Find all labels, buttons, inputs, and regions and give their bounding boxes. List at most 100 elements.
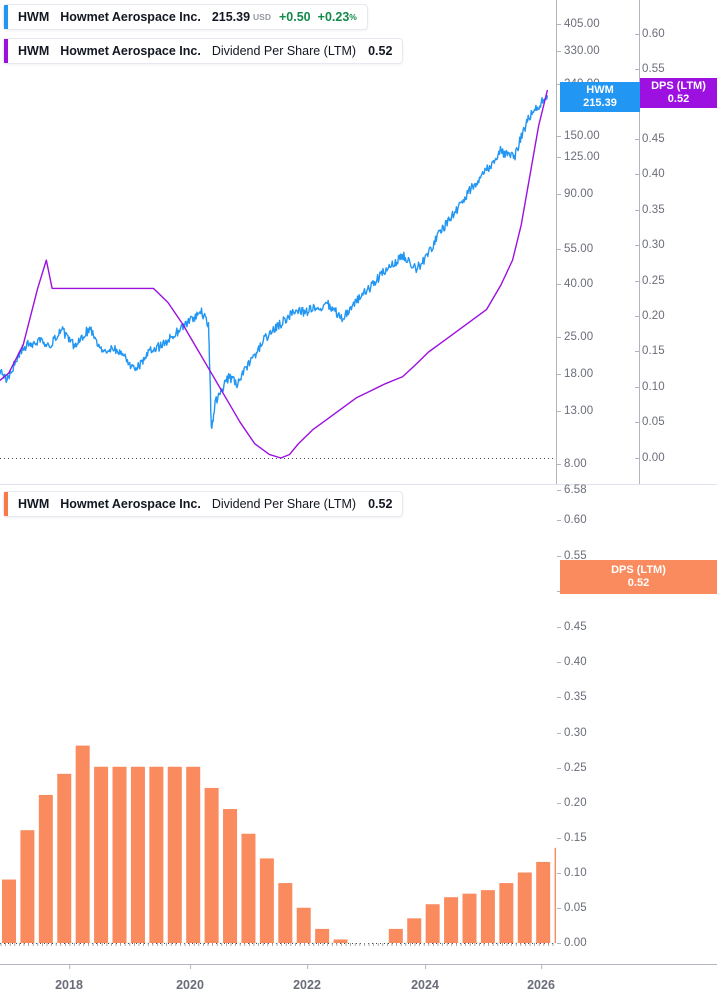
dps-upper-axis-tick: 0.20	[635, 310, 665, 322]
price-axis-tick: 13.00	[556, 405, 594, 417]
dps-line	[0, 89, 549, 459]
dps-bar	[499, 883, 514, 943]
dps-lower-axis-tick: 0.05	[557, 902, 587, 914]
dps-lower-axis-tick: 0.35	[557, 691, 587, 703]
dps-lower-axis-tick: 0.40	[557, 656, 587, 668]
dps-bar	[94, 766, 109, 943]
price-axis-tick: 18.00	[556, 368, 594, 380]
dps-bar	[204, 787, 219, 943]
dps-bar	[444, 897, 459, 943]
dps-bar	[20, 830, 35, 943]
dps-bar	[388, 928, 403, 943]
dps-bar	[315, 928, 330, 943]
price-axis-tick: 6.58	[557, 484, 587, 496]
dps-bar	[278, 883, 293, 943]
price-axis-tick: 330.00	[557, 45, 600, 57]
time-axis-label: 2020	[176, 964, 204, 992]
dps-bar	[259, 858, 274, 943]
dps-upper-axis-tick: 0.05	[635, 416, 665, 428]
legend-dps-metric: Dividend Per Share (LTM)	[211, 44, 357, 58]
legend-price-row[interactable]: HWM Howmet Aerospace Inc. 215.39 USD +0.…	[3, 4, 368, 30]
dps-lower-axis-tick: 0.00	[557, 937, 587, 949]
dps-bars	[2, 745, 556, 944]
time-axis-label: 2018	[55, 964, 83, 992]
price-axis-tick: 25.00	[556, 331, 594, 343]
dps-lower-axis-tick: 0.25	[557, 762, 587, 774]
dps-lower-badge-value: 0.52	[627, 577, 650, 589]
time-axis-label: 2026	[527, 964, 555, 992]
dps-lower-value-badge: DPS (LTM) 0.52	[560, 560, 717, 594]
legend-price-swatch	[4, 5, 8, 29]
time-axis[interactable]: 2018 2020 2022 2024 2026	[0, 964, 717, 1005]
dps-lower-axis-tick: 0.30	[557, 727, 587, 739]
legend-dps-value: 0.52	[368, 44, 393, 58]
legend-dps-company: Howmet Aerospace Inc.	[60, 44, 201, 58]
time-axis-label: 2022	[293, 964, 321, 992]
dps-bar	[425, 904, 440, 943]
dps-bar	[2, 879, 16, 943]
dps-upper-axis-tick: 0.45	[635, 133, 665, 145]
dps-bar	[186, 766, 201, 943]
dps-bar	[536, 861, 551, 943]
legend-price-company: Howmet Aerospace Inc.	[60, 10, 201, 24]
dps-upper-axis-tick: 0.00	[635, 452, 665, 464]
dps-upper-value-badge: DPS (LTM) 0.52	[640, 78, 717, 108]
dps-bar	[333, 939, 348, 943]
dps-bar	[462, 893, 477, 943]
upper-chart-pane[interactable]	[0, 0, 556, 483]
dps-upper-axis-tick: 0.10	[635, 381, 665, 393]
dps-lower-axis-line	[556, 0, 557, 478]
bar-baseline-ticks	[0, 943, 554, 946]
legend-lower-dps-row[interactable]: HWM Howmet Aerospace Inc. Dividend Per S…	[3, 491, 404, 517]
lower-chart-svg	[0, 745, 556, 946]
dps-bar	[296, 907, 311, 943]
dps-bar	[517, 872, 532, 943]
dps-bar	[57, 773, 72, 943]
legend-price-change: +0.50	[279, 10, 311, 24]
lower-chart-pane[interactable]	[0, 486, 556, 964]
upper-chart-svg	[0, 89, 556, 459]
time-axis-label: 2024	[411, 964, 439, 992]
dps-bar	[149, 766, 164, 943]
price-axis-tick: 405.00	[557, 18, 600, 30]
legend-price-percent-symbol: %	[349, 12, 357, 22]
dps-upper-axis-tick: 0.25	[635, 275, 665, 287]
dps-lower-axis[interactable]: 0.600.550.500.450.400.350.300.250.200.15…	[556, 0, 616, 1005]
price-value-badge: HWM 215.39	[560, 82, 640, 112]
dps-lower-axis-tick: 0.15	[557, 832, 587, 844]
dps-bar	[407, 918, 422, 943]
dps-upper-axis-tick: 0.15	[635, 345, 665, 357]
price-axis-tick: 40.00	[556, 278, 594, 290]
pane-separator	[0, 484, 717, 485]
dps-upper-badge-value: 0.52	[667, 93, 690, 105]
legend-dps-row[interactable]: HWM Howmet Aerospace Inc. Dividend Per S…	[3, 38, 404, 64]
price-axis-tick: 8.00	[557, 458, 587, 470]
price-axis-tick: 55.00	[556, 243, 594, 255]
legend-price-last: 215.39	[211, 10, 251, 24]
price-badge-label: HWM	[586, 84, 614, 96]
legend-price-ticker: HWM	[18, 10, 50, 24]
dps-upper-axis-tick: 0.35	[635, 204, 665, 216]
dps-bar	[75, 745, 90, 943]
dps-bar	[38, 794, 53, 943]
dps-bar	[112, 766, 127, 943]
dps-bar	[480, 890, 495, 944]
legend-dps-swatch	[4, 39, 8, 63]
dps-bar	[223, 809, 238, 943]
time-axis-line	[0, 964, 717, 965]
legend-dps-ticker: HWM	[18, 44, 50, 58]
dps-bar	[554, 847, 556, 943]
dps-bar	[167, 766, 182, 943]
price-axis-tick: 125.00	[557, 151, 600, 163]
dps-upper-axis-line	[639, 0, 640, 484]
legend-price-change-pct: +0.23	[317, 10, 350, 24]
legend-lower-value: 0.52	[368, 497, 393, 511]
dps-upper-axis[interactable]: 0.600.550.500.450.400.350.300.250.200.15…	[634, 0, 694, 1005]
legend-lower-ticker: HWM	[18, 497, 50, 511]
price-line	[0, 94, 549, 429]
dps-lower-axis-tick: 0.10	[557, 867, 587, 879]
dps-upper-axis-tick: 0.40	[635, 168, 665, 180]
price-axis-tick: 90.00	[556, 188, 594, 200]
dps-lower-axis-tick: 0.60	[557, 514, 587, 526]
